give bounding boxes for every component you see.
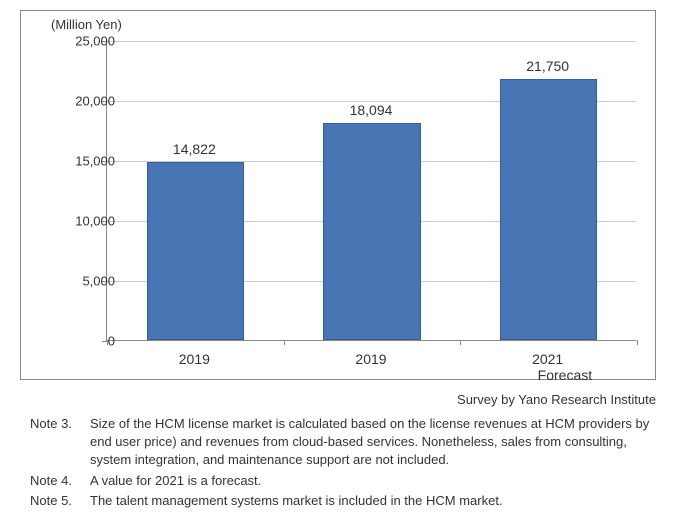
x-tick-label: 2019 <box>355 351 386 367</box>
y-axis-unit-label: (Million Yen) <box>51 17 122 32</box>
notes-section: Note 3.Size of the HCM license market is… <box>30 415 656 512</box>
y-tick-label: 0 <box>55 334 115 349</box>
note-row: Note 5.The talent management systems mar… <box>30 492 656 510</box>
note-text: Size of the HCM license market is calcul… <box>90 415 656 470</box>
y-tick-label: 20,000 <box>55 94 115 109</box>
note-row: Note 3.Size of the HCM license market is… <box>30 415 656 470</box>
plot-area <box>106 41 636 341</box>
note-label: Note 3. <box>30 415 90 470</box>
y-tick-label: 15,000 <box>55 154 115 169</box>
gridline <box>107 41 636 42</box>
note-label: Note 4. <box>30 472 90 490</box>
bar <box>147 162 244 340</box>
x-tick-mark <box>284 340 285 345</box>
y-tick-label: 10,000 <box>55 214 115 229</box>
note-label: Note 5. <box>30 492 90 510</box>
x-tick-label: 2021 <box>532 351 563 367</box>
x-tick-label: 2019 <box>179 351 210 367</box>
survey-credit: Survey by Yano Research Institute <box>457 392 656 407</box>
y-tick-label: 25,000 <box>55 34 115 49</box>
bar <box>323 123 420 340</box>
x-tick-mark <box>460 340 461 345</box>
x-tick-mark <box>637 340 638 345</box>
note-row: Note 4.A value for 2021 is a forecast. <box>30 472 656 490</box>
bar-value-label: 14,822 <box>173 141 216 157</box>
note-text: The talent management systems market is … <box>90 492 656 510</box>
bar-value-label: 21,750 <box>526 58 569 74</box>
chart-container: (Million Yen) 0 5,000 10,000 15,000 20,000 25… <box>20 10 656 380</box>
y-tick-label: 5,000 <box>55 274 115 289</box>
note-text: A value for 2021 is a forecast. <box>90 472 656 490</box>
bar-value-label: 18,094 <box>350 102 393 118</box>
forecast-label: Forecast <box>538 367 592 383</box>
bar <box>500 79 597 340</box>
